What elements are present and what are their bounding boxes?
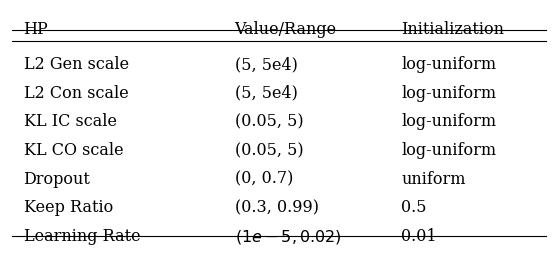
Text: HP: HP — [23, 20, 49, 38]
Text: (5, 5e4): (5, 5e4) — [234, 56, 297, 73]
Text: L2 Gen scale: L2 Gen scale — [23, 56, 129, 73]
Text: log-uniform: log-uniform — [401, 56, 496, 73]
Text: Value/Range: Value/Range — [234, 20, 336, 38]
Text: (0, 0.7): (0, 0.7) — [234, 171, 293, 188]
Text: uniform: uniform — [401, 171, 465, 188]
Text: L2 Con scale: L2 Con scale — [23, 85, 128, 102]
Text: log-uniform: log-uniform — [401, 113, 496, 131]
Text: Learning Rate: Learning Rate — [23, 228, 140, 245]
Text: KL CO scale: KL CO scale — [23, 142, 123, 159]
Text: log-uniform: log-uniform — [401, 85, 496, 102]
Text: $(1e-5, 0.02)$: $(1e-5, 0.02)$ — [234, 228, 341, 246]
Text: Initialization: Initialization — [401, 20, 504, 38]
Text: (0.05, 5): (0.05, 5) — [234, 113, 303, 131]
Text: KL IC scale: KL IC scale — [23, 113, 117, 131]
Text: log-uniform: log-uniform — [401, 142, 496, 159]
Text: 0.01: 0.01 — [401, 228, 437, 245]
Text: Keep Ratio: Keep Ratio — [23, 200, 113, 216]
Text: (0.05, 5): (0.05, 5) — [234, 142, 303, 159]
Text: (0.3, 0.99): (0.3, 0.99) — [234, 200, 319, 216]
Text: (5, 5e4): (5, 5e4) — [234, 85, 297, 102]
Text: 0.5: 0.5 — [401, 200, 427, 216]
Text: Dropout: Dropout — [23, 171, 90, 188]
